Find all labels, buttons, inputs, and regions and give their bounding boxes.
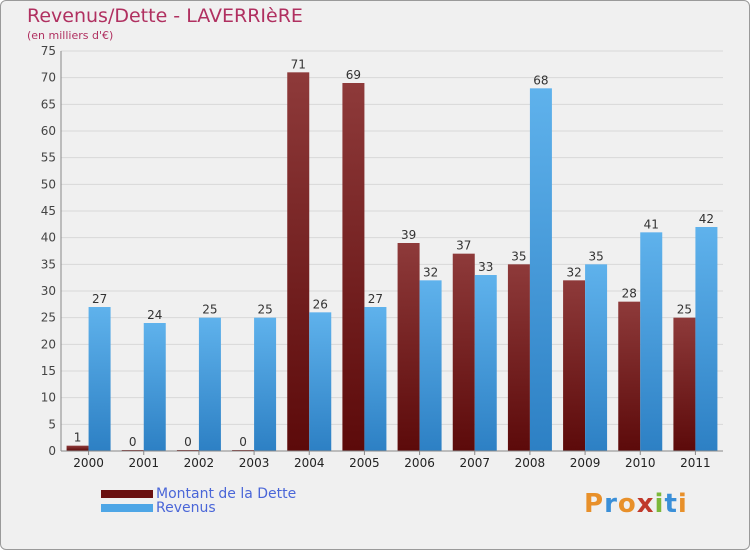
legend-label-revenus: Revenus [156,500,216,516]
bar-debt-2004 [287,72,310,451]
y-tick-label: 40 [41,231,56,245]
legend-swatch-debt [101,490,153,498]
data-label-revenus-2006: 32 [423,265,438,279]
bar-debt-2011 [673,317,696,451]
data-label-debt-2001: 0 [129,435,137,449]
x-tick-label-2005: 2005 [349,456,380,470]
legend-label-debt: Montant de la Dette [156,486,297,502]
data-label-revenus-2001: 24 [147,308,162,322]
bar-revenus-2008 [529,88,552,451]
y-tick-label: 10 [41,391,56,405]
bar-debt-2010 [618,301,641,451]
data-label-debt-2010: 28 [622,287,637,301]
y-axis-ticks: 0 5 10 15 20 25 30 35 40 45 50 55 60 65 70 75 [41,44,56,458]
y-tick-label: 35 [41,257,56,271]
bar-revenus-2003 [254,317,277,451]
x-tick-label-2008: 2008 [515,456,546,470]
bar-revenus-2004 [309,312,332,451]
y-tick-label: 75 [41,44,56,58]
data-label-debt-2002: 0 [184,435,192,449]
bar-revenus-2002 [198,317,221,451]
x-tick-label-2002: 2002 [184,456,215,470]
data-label-revenus-2010: 41 [644,217,659,231]
y-tick-label: 30 [41,284,56,298]
chart-subtitle: (en milliers d'€) [27,29,114,42]
data-label-debt-2007: 37 [456,239,471,253]
data-label-debt-2000: 1 [74,431,82,445]
legend-swatch-revenus [101,504,153,512]
x-tick-label-2007: 2007 [459,456,490,470]
data-label-debt-2006: 39 [401,228,416,242]
bar-debt-2000 [66,445,89,451]
y-tick-label: 50 [41,177,56,191]
gridlines [61,50,723,425]
bar-debt-2007 [452,253,475,451]
y-tick-label: 20 [41,337,56,351]
bar-revenus-2001 [143,323,166,451]
proxiti-logo: Proxiti [584,489,688,519]
data-label-revenus-2008: 68 [533,73,548,87]
bar-debt-2008 [507,264,530,451]
data-label-debt-2009: 32 [566,265,581,279]
bar-revenus-2000 [88,307,111,451]
y-tick-label: 5 [48,417,56,431]
data-label-revenus-2000: 27 [92,292,107,306]
chart-title: Revenus/Dette - LAVERRIèRE [27,5,303,27]
bar-revenus-2006 [419,280,442,451]
data-label-revenus-2007: 33 [478,260,493,274]
data-label-revenus-2002: 25 [202,303,217,317]
data-label-revenus-2011: 42 [699,212,714,226]
data-label-revenus-2004: 26 [313,297,328,311]
bar-revenus-2009 [585,264,608,451]
x-tick-label-2010: 2010 [625,456,656,470]
y-tick-label: 15 [41,364,56,378]
data-labels: 1 27 0 24 0 25 0 25 71 26 69 27 39 32 37 33 35 68 32 35 28 41… [74,57,714,449]
x-tick-label-2004: 2004 [294,456,325,470]
bar-debt-2006 [397,243,420,451]
y-tick-label: 70 [41,71,56,85]
x-tick-label-2011: 2011 [680,456,711,470]
y-tick-label: 55 [41,151,56,165]
y-tick-label: 0 [48,444,56,458]
bar-revenus-2007 [474,275,497,451]
data-label-debt-2011: 25 [677,303,692,317]
data-label-revenus-2005: 27 [368,292,383,306]
x-tick-label-2006: 2006 [404,456,435,470]
y-tick-label: 25 [41,311,56,325]
data-label-debt-2004: 71 [291,57,306,71]
x-tick-label-2000: 2000 [73,456,104,470]
y-tick-label: 45 [41,204,56,218]
y-tick-label: 65 [41,97,56,111]
data-label-debt-2005: 69 [346,68,361,82]
data-label-revenus-2003: 25 [257,303,272,317]
x-tick-label-2001: 2001 [128,456,159,470]
x-tick-label-2003: 2003 [239,456,270,470]
x-axis-ticks: 2000 2001 2002 2003 2004 2005 2006 2007 2008 2009… [73,451,711,470]
y-tick-label: 60 [41,124,56,138]
bar-revenus-2011 [695,227,718,451]
x-tick-label-2009: 2009 [570,456,601,470]
data-label-revenus-2009: 35 [588,249,603,263]
bars [66,72,718,451]
bar-revenus-2010 [640,232,663,451]
data-label-debt-2003: 0 [239,435,247,449]
bar-debt-2009 [563,280,586,451]
bar-debt-2005 [342,83,365,451]
bar-revenus-2005 [364,307,387,451]
data-label-debt-2008: 35 [511,249,526,263]
